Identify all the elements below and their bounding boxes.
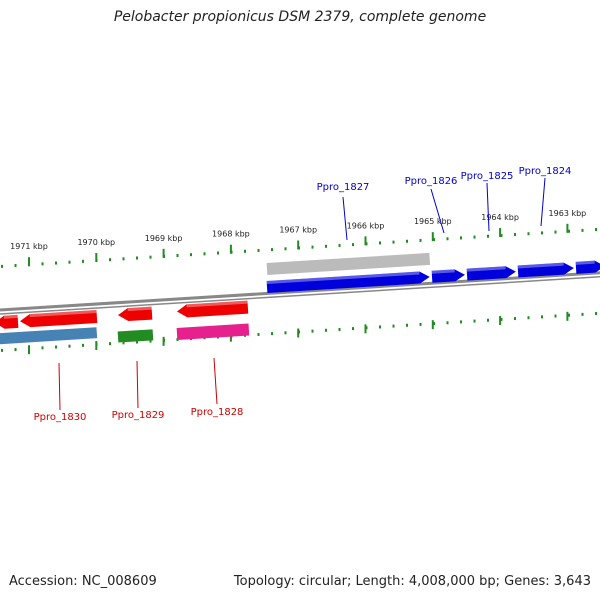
backbone-line-inner [0, 276, 600, 315]
gene-label-ppro-1824[interactable]: Ppro_1824 [519, 166, 572, 177]
backbone-line [0, 271, 600, 312]
scale-label-1970: 1970 kbp [77, 238, 115, 247]
gene-leader-line [58, 362, 61, 411]
scale-label-1965: 1965 kbp [414, 217, 452, 226]
gene-label-ppro-1827[interactable]: Ppro_1827 [317, 182, 370, 193]
scale-label-1971: 1971 kbp [10, 242, 48, 251]
accession-text: Accession: NC_008609 [9, 574, 157, 589]
feature-pink-bar [176, 323, 250, 340]
reverse-gene-arrow [118, 306, 153, 322]
gene-leader-line [430, 188, 445, 234]
reverse-gene-arrow-highlight [186, 300, 248, 308]
gene-label-ppro-1828[interactable]: Ppro_1828 [191, 407, 244, 418]
forward-gene-arrow [266, 271, 430, 293]
reverse-gene-arrow-highlight [3, 314, 18, 319]
forward-gene-arrow [575, 260, 600, 274]
scale-label-1968: 1968 kbp [212, 230, 250, 239]
reverse-gene-arrow-highlight [127, 306, 152, 312]
gene-label-ppro-1826[interactable]: Ppro_1826 [405, 176, 458, 187]
forward-gene-arrow-highlight [517, 262, 564, 269]
feature-green-bar [117, 329, 154, 343]
forward-gene-arrow [431, 269, 465, 283]
reverse-gene-arrow [177, 300, 249, 318]
feature-steelblue-bar [0, 327, 98, 345]
gene-leader-line [342, 196, 348, 241]
reverse-gene-arrow [0, 314, 19, 329]
gene-label-ppro-1830[interactable]: Ppro_1830 [34, 412, 87, 423]
scale-label-1966: 1966 kbp [347, 221, 385, 230]
gene-label-ppro-1825[interactable]: Ppro_1825 [461, 171, 514, 182]
feature-gray-bar [266, 252, 431, 275]
reverse-gene-arrow [20, 310, 98, 328]
scale-label-1967: 1967 kbp [279, 226, 317, 235]
forward-gene-arrow-highlight [431, 269, 455, 274]
forward-gene-arrow [517, 262, 574, 278]
scale-label-1964: 1964 kbp [481, 213, 519, 222]
gene-leader-line [136, 360, 139, 409]
forward-gene-arrow-highlight [575, 260, 595, 265]
forward-gene-arrow-highlight [266, 271, 420, 285]
gene-leader-line [486, 182, 490, 232]
gene-leader-line [540, 177, 546, 227]
reverse-gene-arrow-highlight [29, 310, 97, 318]
forward-gene-arrow [466, 266, 516, 281]
gene-leader-line [213, 357, 218, 405]
scale-label-1969: 1969 kbp [145, 234, 183, 243]
genome-summary-text: Topology: circular; Length: 4,008,000 bp… [233, 574, 591, 589]
forward-gene-arrow-highlight [466, 266, 506, 272]
map-title: Pelobacter propionicus DSM 2379, complet… [113, 9, 487, 25]
gene-label-ppro-1829[interactable]: Ppro_1829 [112, 410, 165, 421]
scale-label-1963: 1963 kbp [549, 209, 587, 218]
